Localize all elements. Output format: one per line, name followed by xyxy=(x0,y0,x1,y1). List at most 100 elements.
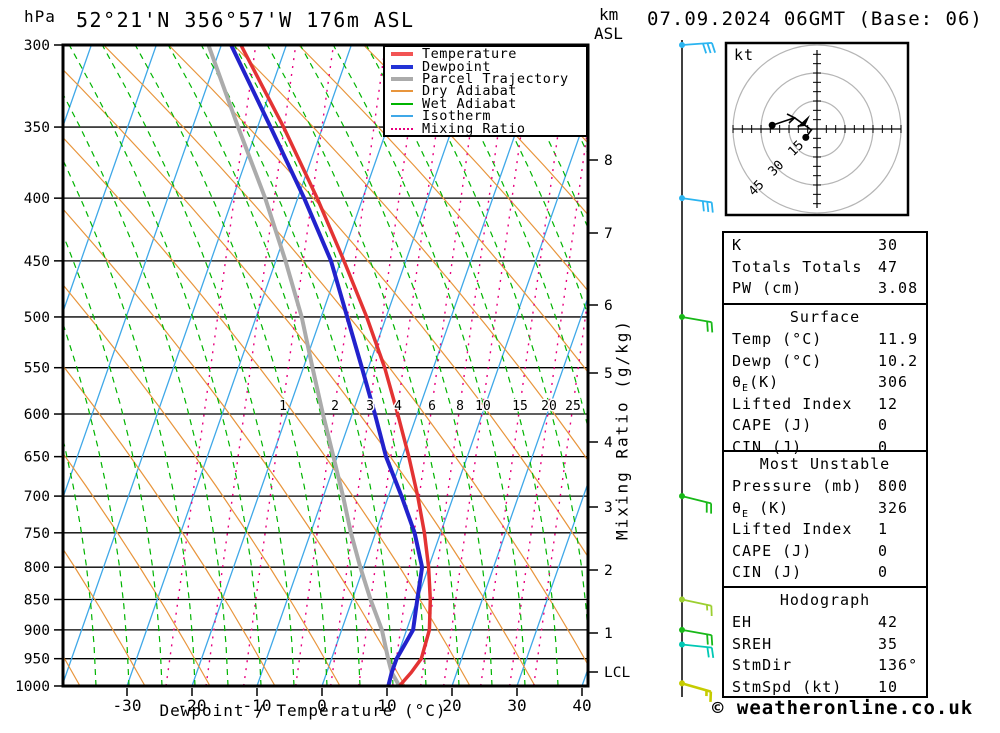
stats-table-title: Hodograph xyxy=(779,591,871,609)
dry-adiabat-line xyxy=(234,45,588,462)
altitude-unit-km-label: km xyxy=(599,5,619,24)
stats-row: Lifted Index 1 xyxy=(732,520,926,542)
pressure-tick-label: 350 xyxy=(24,120,50,136)
pressure-tick-label: 400 xyxy=(24,191,50,207)
stats-value: 0 xyxy=(878,563,889,581)
pressure-tick-label: 1000 xyxy=(15,679,50,695)
stats-table-most-unstable: Most Unstable Pressure (mb) 800 θE (K) 326 Li… xyxy=(722,450,928,588)
legend-line-sample xyxy=(391,64,413,69)
legend-item: Parcel Trajectory xyxy=(391,70,586,87)
km-tick-label: 2 xyxy=(604,563,613,579)
pressure-tick-label: 700 xyxy=(24,489,50,505)
legend-item: Temperature xyxy=(391,46,586,62)
stats-label: CAPE (J) xyxy=(732,541,813,560)
stats-label: Lifted Index xyxy=(732,520,853,538)
mixing-ratio-value-label: 25 xyxy=(565,399,581,414)
km-tick-label: 3 xyxy=(604,500,613,516)
stats-row: CIN (J) 0 xyxy=(732,563,926,585)
stats-value: 30 xyxy=(878,236,899,254)
wet-adiabat-line xyxy=(135,45,328,686)
wet-adiabat-line xyxy=(399,45,588,640)
hodograph-unit-label: kt xyxy=(734,46,755,64)
wet-adiabat-line xyxy=(300,45,493,686)
km-tick-label: 7 xyxy=(604,226,613,242)
legend-item: Isotherm xyxy=(391,108,586,124)
legend-item: Dewpoint xyxy=(391,59,586,75)
pressure-tick-label: 500 xyxy=(24,310,50,326)
stats-row: StmDir 136° xyxy=(732,656,926,678)
pressure-tick-label: 800 xyxy=(24,560,50,576)
legend-item: Wet Adiabat xyxy=(391,96,586,112)
mixing-ratio-line xyxy=(330,45,422,686)
legend-box: Temperature Dewpoint Parcel Trajectory Dry … xyxy=(383,45,588,137)
legend-line-sample xyxy=(391,76,413,81)
wet-adiabat-line xyxy=(63,92,229,686)
isotherm-line xyxy=(516,481,588,686)
stats-value: 10 xyxy=(878,677,899,696)
isotherm-line xyxy=(126,45,352,686)
temp-tick-label: 10 xyxy=(377,696,396,715)
stats-label: Totals Totals xyxy=(732,257,863,276)
wind-barb xyxy=(679,641,715,658)
dry-adiabat-line xyxy=(63,452,211,686)
hodograph-arrow xyxy=(786,113,796,124)
stats-label: PW (cm) xyxy=(732,279,803,297)
wet-adiabat-line xyxy=(69,45,262,686)
wet-adiabat-line xyxy=(498,45,588,230)
legend-item: Dry Adiabat xyxy=(391,83,586,99)
stats-label: SREH xyxy=(732,634,773,653)
stats-label: θE (K) xyxy=(732,498,790,520)
legend-line-sample xyxy=(391,90,413,93)
mixing-ratio-value-label: 10 xyxy=(475,399,491,414)
legend-item: Mixing Ratio xyxy=(391,121,586,137)
stats-value: 326 xyxy=(878,498,909,517)
stats-row: θE(K) 306 xyxy=(732,373,926,395)
stats-row: Dewp (°C) 10.2 xyxy=(732,352,926,374)
mixing-ratio-line xyxy=(443,45,535,686)
stats-label: EH xyxy=(732,613,753,631)
stats-value: 0 xyxy=(878,541,889,560)
wind-barb xyxy=(679,313,714,333)
km-tick-label: 8 xyxy=(604,153,613,169)
legend-item-label: Parcel Trajectory xyxy=(422,70,569,87)
hodograph-trace-dot xyxy=(768,121,776,129)
dry-adiabat-line xyxy=(63,136,471,686)
wet-adiabat-line xyxy=(465,45,588,317)
stats-row: StmSpd (kt) 10 xyxy=(732,678,926,700)
temp-tick-label: -30 xyxy=(113,696,142,715)
temp-tick-label: 20 xyxy=(442,696,461,715)
stats-value: 0 xyxy=(878,437,889,456)
plot-border xyxy=(61,43,590,688)
stats-label: CAPE (J) xyxy=(732,416,813,434)
stats-label: StmDir xyxy=(732,656,793,674)
mixing-ratio-value-label: 4 xyxy=(394,399,402,414)
wet-adiabat-line xyxy=(201,45,394,686)
pressure-tick-label: 750 xyxy=(24,526,50,542)
temp-tick-label: -20 xyxy=(178,696,207,715)
mixing-ratio-value-label: 3 xyxy=(366,399,374,414)
dry-adiabat-line xyxy=(299,45,588,374)
wet-adiabat-line xyxy=(234,45,427,686)
stats-row: Pressure (mb) 800 xyxy=(732,477,926,499)
wind-barb xyxy=(679,596,713,617)
pressure-tick-label: 650 xyxy=(24,450,50,466)
mixing-ratio-value-label: 6 xyxy=(428,399,436,414)
pressure-tick-label: 600 xyxy=(24,407,50,423)
stats-label: StmSpd (kt) xyxy=(732,677,843,696)
isotherm-line xyxy=(0,45,26,686)
stats-table-surface: Surface Temp (°C) 11.9 Dewp (°C) 10.2 θE(K) 30… xyxy=(722,303,928,456)
dry-adiabat-line xyxy=(104,45,588,666)
wet-adiabat-line xyxy=(267,45,460,686)
dry-adiabat-line xyxy=(364,45,588,292)
km-tick-label: 4 xyxy=(604,435,613,451)
stats-row: CIN (J) 0 xyxy=(732,438,926,460)
isotherm-line xyxy=(451,295,588,686)
stats-label: Temp (°C) xyxy=(732,330,823,348)
stats-row: EH 42 xyxy=(732,613,926,635)
wet-adiabat-line xyxy=(432,45,588,430)
mixing-ratio-line xyxy=(358,45,450,686)
copyright: © weatheronline.co.uk xyxy=(712,697,974,719)
stats-label: Pressure (mb) xyxy=(732,477,863,495)
stats-value: 800 xyxy=(878,477,909,495)
